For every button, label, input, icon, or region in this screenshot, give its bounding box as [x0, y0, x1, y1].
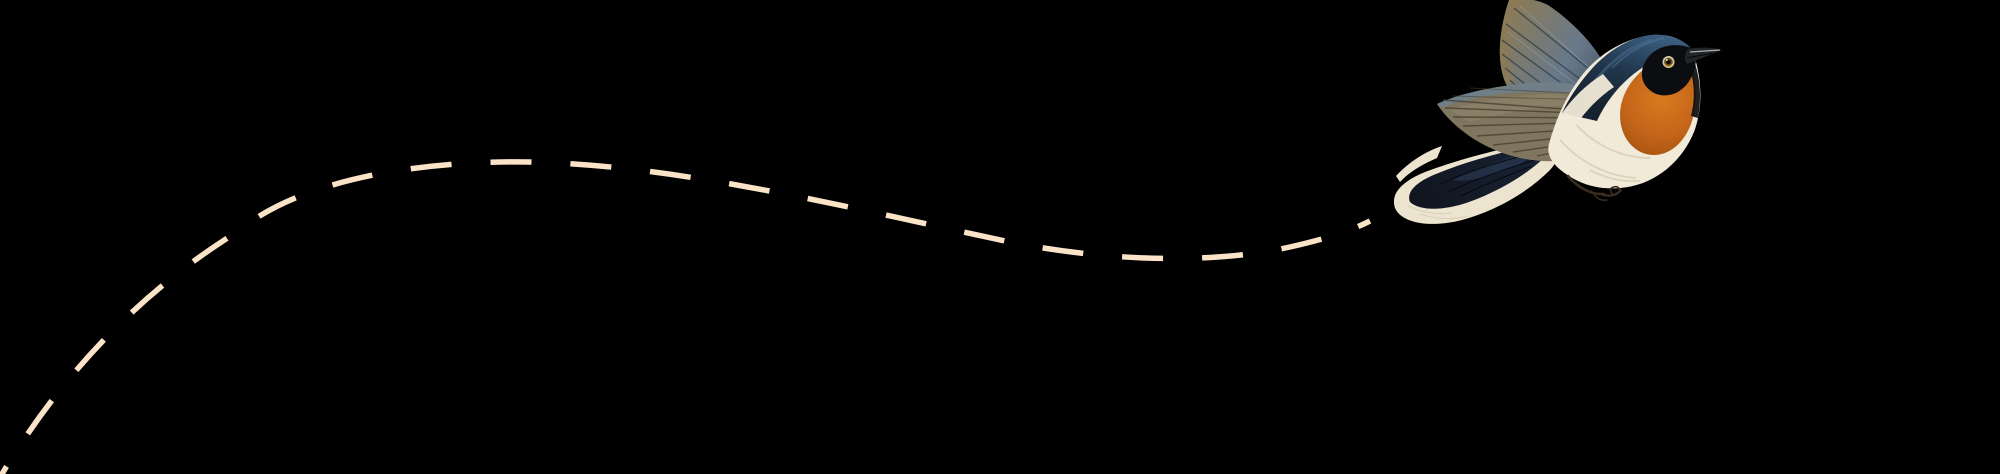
bird-feet — [1566, 174, 1623, 202]
crown-sheen — [1592, 38, 1653, 83]
tail-feather-line — [1447, 157, 1543, 193]
eye-glint — [1665, 59, 1668, 61]
face-mask-shape — [1641, 45, 1696, 96]
tail-feather-line — [1460, 165, 1533, 197]
foot-curl — [1609, 185, 1621, 196]
eye-pupil — [1666, 59, 1671, 65]
tail-white-tip-sliver — [1396, 146, 1442, 182]
raised-wing-leading-edge — [1499, 0, 1517, 84]
bird-beak — [1685, 47, 1722, 64]
dashed-flight-path-line — [0, 159, 1372, 474]
scallop-line — [1419, 213, 1469, 219]
scallop-line — [1407, 205, 1453, 215]
tail-white-scallops — [1407, 205, 1469, 219]
bird-scapular-patch — [1560, 74, 1614, 127]
beak-mouth-line — [1686, 52, 1714, 59]
swallow-bird-illustration — [1393, 0, 1722, 224]
bird-tail — [1393, 138, 1560, 224]
belly-shadow-line — [1571, 119, 1651, 159]
belly-shadow-line — [1559, 139, 1637, 179]
face-mask-neck-rim — [1688, 58, 1701, 118]
bird-eye — [1662, 56, 1675, 68]
eye-amber-arc — [1664, 63, 1673, 68]
crown-sheen — [1611, 37, 1665, 69]
beak-highlight-line — [1689, 49, 1721, 53]
far-wing-blue-band — [1437, 82, 1591, 108]
bird-face-mask — [1641, 45, 1701, 118]
foot-claw — [1593, 193, 1608, 202]
belly-shading — [1559, 119, 1651, 183]
belly-shadow-line — [1589, 169, 1641, 183]
far-wing-light-wash — [1450, 94, 1596, 122]
